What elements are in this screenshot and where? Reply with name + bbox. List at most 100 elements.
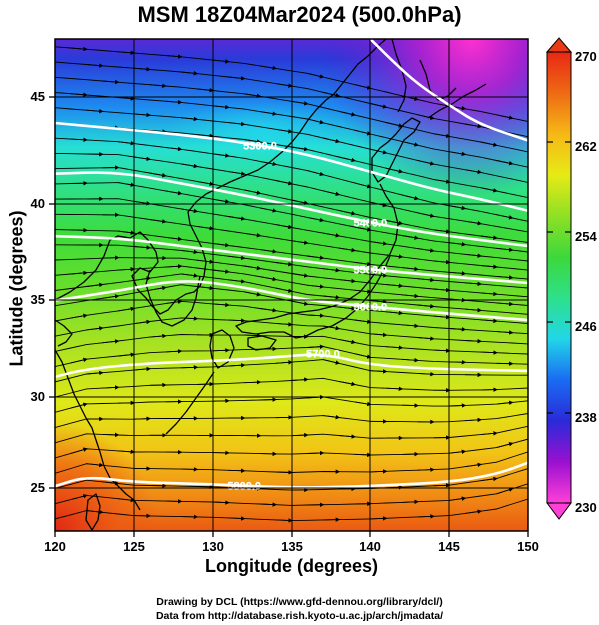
wind-arrow (370, 241, 388, 246)
wind-arrow (133, 156, 151, 162)
wind-arrow (370, 369, 388, 374)
wind-arrow (212, 242, 230, 248)
wind-arrow (401, 323, 419, 329)
wind-arrow (291, 146, 309, 152)
wind-arrow (149, 333, 167, 339)
wind-arrow (149, 83, 167, 88)
wind-arrow (433, 133, 451, 139)
honshu-coast (235, 183, 399, 339)
colorbar-label: 254 (575, 229, 597, 244)
wind-arrow (433, 178, 451, 184)
x-axis-label: Longitude (degrees) (204, 556, 378, 576)
contour-label-5200: 5200.0 (338, 26, 372, 38)
wind-arrow (275, 360, 293, 365)
wind-arrow (275, 287, 293, 293)
asia-mainland-coast (55, 39, 387, 315)
wind-arrow (118, 352, 136, 357)
wind-arrow (133, 200, 151, 206)
contour-label-5300: 5300.0 (243, 140, 277, 152)
wind-arrow (480, 350, 498, 355)
wind-arrow (165, 349, 183, 354)
wind-arrow (181, 316, 199, 321)
wind-arrow (102, 339, 120, 344)
wind-arrow (228, 363, 246, 368)
wind-arrow (228, 121, 246, 127)
wind-arrow (464, 307, 483, 313)
y-tick-label: 40 (31, 196, 45, 211)
wind-arrow (149, 129, 167, 134)
wind-arrow (70, 313, 88, 319)
wind-arrow (370, 273, 388, 278)
wind-arrow (496, 160, 514, 166)
wind-arrow (496, 114, 514, 120)
wind-arrow (212, 59, 230, 64)
wind-arrow (496, 214, 514, 220)
wind-arrow (449, 496, 467, 501)
wind-arrow (338, 434, 356, 439)
height-contours: 5200.05300.05400.05500.05600.05700.05800… (55, 26, 528, 493)
wind-arrow (464, 462, 483, 468)
wind-arrow (70, 357, 88, 364)
wind-arrow (244, 333, 262, 338)
wind-arrow (417, 277, 435, 283)
wind-arrow (480, 291, 498, 297)
wind-arrow (480, 318, 498, 324)
wind-arrow (196, 259, 215, 264)
wind-arrow (370, 103, 388, 109)
wind-arrow (401, 140, 419, 147)
wind-arrow (464, 417, 483, 423)
wind-arrow (354, 353, 372, 359)
wind-arrow (291, 240, 309, 245)
wind-arrow (307, 450, 325, 456)
wind-arrow (86, 326, 104, 331)
wind-arrow (181, 273, 199, 278)
y-tick-label: 30 (31, 389, 45, 404)
wind-arrow (275, 261, 293, 267)
wind-arrow (322, 91, 341, 98)
colorbar-ticks (547, 51, 571, 504)
contour-line-5600 (55, 280, 528, 322)
wind-arrow (449, 241, 467, 247)
wind-arrow (354, 182, 372, 189)
wind-arrow (102, 255, 120, 260)
wind-arrow (401, 266, 419, 272)
wind-arrow (496, 247, 514, 252)
wind-arrow (86, 282, 104, 288)
wind-arrow (149, 285, 167, 291)
colorbar-max-triangle (545, 37, 573, 53)
shikoku-coast (247, 335, 277, 351)
wind-arrow (338, 380, 356, 387)
wind-arrow (417, 467, 435, 472)
wind-arrow (338, 247, 356, 253)
wind-arrow (338, 306, 356, 311)
wind-arrow (118, 182, 136, 187)
y-tick-labels: 25 30 35 40 45 (31, 89, 45, 495)
wind-arrow (354, 452, 372, 458)
wind-arrow (228, 216, 246, 221)
wind-arrow (354, 319, 372, 324)
wind-arrow (338, 278, 356, 284)
wind-arrow (449, 271, 467, 276)
wind-arrow (133, 112, 151, 118)
wind-arrow (370, 332, 388, 338)
wind-arrow (70, 447, 88, 454)
wind-arrow (259, 207, 278, 213)
wind-arrow (102, 294, 120, 299)
wind-arrow (70, 494, 88, 501)
wind-arrow (118, 306, 136, 312)
wind-arrow (464, 253, 483, 258)
wind-arrow (228, 468, 246, 473)
wind-arrow (133, 245, 151, 250)
wind-arrow (196, 87, 215, 93)
wind-arrow (480, 431, 498, 436)
wind-arrow (307, 255, 325, 260)
y-tick-label: 25 (31, 480, 45, 495)
x-tick-label: 140 (359, 539, 381, 554)
x-tick-labels: 120 125 130 135 140 145 150 (44, 539, 539, 554)
axis-ticks (49, 96, 529, 537)
wind-arrow (259, 249, 278, 254)
x-tick-label: 125 (123, 539, 145, 554)
wind-arrow (386, 283, 404, 288)
wind-arrow (212, 153, 230, 158)
